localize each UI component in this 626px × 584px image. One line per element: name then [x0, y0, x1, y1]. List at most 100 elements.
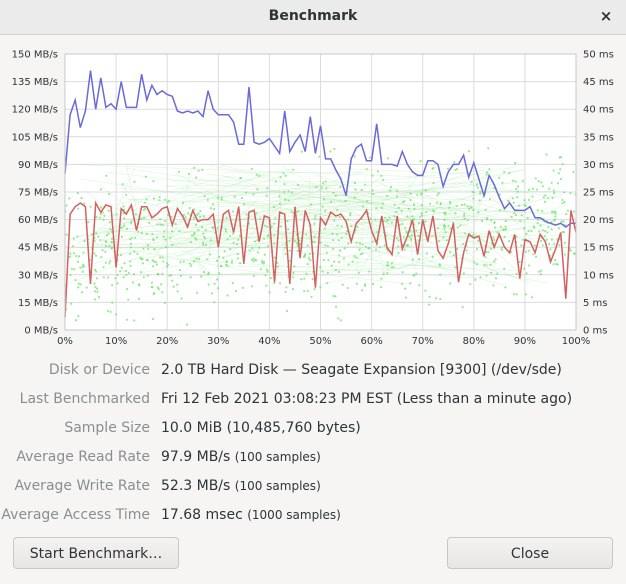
- access-time-seek-line: [199, 267, 399, 276]
- access-time-point: [536, 221, 539, 225]
- access-time-point: [108, 221, 111, 224]
- access-time-point: [240, 196, 244, 200]
- start-benchmark-button[interactable]: Start Benchmark…: [13, 537, 179, 569]
- access-time-point: [259, 217, 262, 220]
- access-time-seek-line: [230, 191, 504, 202]
- access-time-point: [444, 213, 447, 216]
- access-time-point: [364, 183, 367, 186]
- access-time-point: [231, 282, 234, 285]
- access-time-point: [537, 218, 540, 221]
- access-time-seek-line: [207, 173, 254, 181]
- access-time-point: [284, 174, 287, 177]
- access-time-point: [542, 196, 545, 199]
- access-time-point: [546, 197, 550, 200]
- access-time-point: [357, 271, 360, 274]
- access-time-point: [435, 201, 439, 204]
- access-time-point: [305, 233, 308, 236]
- access-time-point: [469, 205, 472, 208]
- access-time-point: [296, 183, 300, 187]
- access-time-point: [355, 241, 358, 244]
- access-time-point: [170, 230, 174, 233]
- access-time-point: [132, 273, 136, 276]
- access-time-seek-line: [125, 167, 343, 202]
- access-time-seek-line: [162, 180, 356, 205]
- access-time-point: [469, 283, 472, 286]
- access-time-point: [152, 238, 155, 242]
- access-time-point: [211, 203, 215, 206]
- access-time-point: [420, 193, 423, 196]
- access-time-point: [163, 220, 167, 223]
- title-bar: Benchmark ×: [0, 0, 626, 35]
- access-time-point: [284, 290, 287, 294]
- access-time-point: [345, 232, 348, 236]
- access-time-point: [146, 274, 149, 277]
- access-time-point: [359, 253, 363, 256]
- y-left-tick-label: 120 MB/s: [12, 105, 58, 116]
- access-time-point: [89, 205, 92, 208]
- access-time-point: [329, 200, 333, 203]
- access-time-point: [172, 285, 175, 288]
- access-time-point: [290, 210, 293, 213]
- access-time-point: [476, 186, 479, 189]
- access-time-point: [263, 224, 267, 227]
- access-time-point: [75, 254, 78, 258]
- access-time-point: [409, 282, 412, 285]
- access-time-seek-line: [246, 245, 258, 257]
- access-time-point: [150, 281, 153, 284]
- access-time-point: [119, 270, 122, 273]
- access-time-point: [266, 244, 270, 248]
- access-time-point: [539, 273, 542, 276]
- access-time-point: [330, 264, 333, 267]
- access-time-point: [199, 209, 202, 213]
- access-time-point: [417, 234, 420, 237]
- access-time-point: [259, 268, 262, 271]
- access-time-point: [110, 240, 113, 244]
- access-time-point: [566, 209, 570, 212]
- access-time-point: [93, 282, 96, 285]
- access-time-point: [353, 255, 356, 258]
- close-icon[interactable]: ×: [599, 7, 613, 25]
- access-time-seek-line: [118, 183, 211, 274]
- access-time-point: [334, 268, 337, 271]
- access-time-point: [550, 228, 553, 231]
- access-time-point: [102, 266, 105, 269]
- access-time-point: [159, 218, 162, 221]
- access-time-point: [313, 222, 316, 226]
- access-time-point: [129, 260, 132, 263]
- access-time-point: [273, 234, 276, 237]
- access-time-point: [195, 238, 198, 241]
- access-time-point: [278, 195, 281, 198]
- access-time-point: [264, 274, 267, 277]
- access-time-point: [252, 260, 255, 263]
- access-time-seek-line: [179, 188, 530, 254]
- access-time-point: [413, 207, 416, 211]
- access-time-point: [522, 267, 526, 270]
- access-time-point: [386, 261, 389, 264]
- access-time-point: [121, 183, 124, 186]
- access-time-point: [101, 211, 105, 214]
- access-time-point: [192, 233, 195, 236]
- access-time-point: [96, 290, 99, 293]
- access-time-point: [504, 225, 507, 228]
- access-time-seek-line: [312, 199, 534, 280]
- access-time-seek-line: [475, 183, 492, 210]
- access-time-point: [413, 218, 416, 221]
- access-time-point: [337, 317, 340, 320]
- access-time-point: [209, 239, 212, 242]
- access-time-seek-line: [198, 263, 207, 275]
- access-time-point: [262, 237, 266, 240]
- access-time-point: [549, 248, 552, 251]
- access-time-point: [557, 172, 560, 175]
- close-button[interactable]: Close: [447, 537, 613, 569]
- access-time-point: [548, 187, 551, 190]
- access-time-point: [98, 216, 102, 219]
- access-time-point: [541, 229, 544, 232]
- benchmark-chart: 0 MB/s 0 ms 15 MB/s 5 ms 30 MB/s 10 ms 45 MB/s…: [12, 50, 614, 348]
- access-time-point: [250, 285, 253, 288]
- access-time-point: [283, 246, 287, 249]
- access-time-point: [164, 245, 168, 249]
- access-time-point: [300, 278, 303, 281]
- access-time-point: [139, 270, 142, 274]
- access-time-seek-line: [363, 179, 518, 236]
- access-time-point: [561, 198, 564, 202]
